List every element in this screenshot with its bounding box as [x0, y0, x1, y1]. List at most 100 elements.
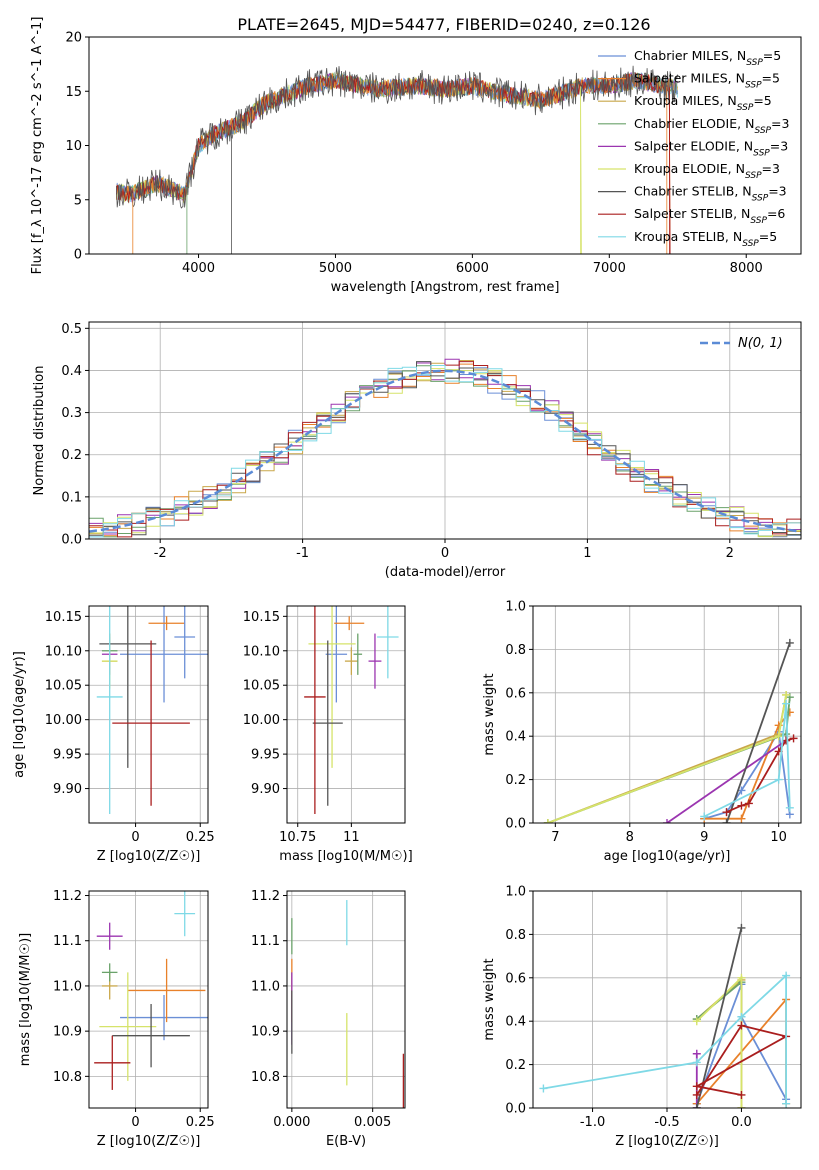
legend-entry: Kroupa ELODIE, NSSP=3 [634, 161, 780, 181]
mass-vs-metallicity-panel: 0 0.25 10.8 10.9 11.0 11.1 11.2 Z [log10(Z/Z☉)]… [18, 889, 215, 1149]
y-tick-label: 10.10 [45, 644, 82, 659]
y-axis-label: age [log10(age/yr)] [12, 651, 27, 778]
y-tick-label: 10.8 [53, 1070, 82, 1085]
y-tick-label: 9.95 [251, 748, 280, 763]
weight-line-3 [547, 697, 791, 823]
x-tick-label: 4000 [182, 261, 215, 276]
weight-marker [539, 1084, 548, 1093]
x-axis-label: age [log10(age/yr)] [604, 849, 731, 864]
weight-marker [737, 1021, 746, 1030]
weight-marker [782, 699, 791, 708]
x-axis-label: Z [log10(Z/Z☉)] [615, 1134, 719, 1149]
plot-area [89, 358, 801, 538]
spectrum-panel: 4000 5000 6000 7000 8000 0 5 10 15 20 wavelength [… [30, 17, 802, 295]
y-tick-label: 0.0 [505, 817, 526, 832]
x-tick-label: 9 [700, 830, 708, 845]
legend-entry: Kroupa STELIB, NSSP=5 [634, 229, 777, 249]
weight-marker [737, 814, 746, 823]
histogram-series-8 [89, 365, 801, 538]
weight-marker [692, 1104, 701, 1108]
weight-marker [782, 736, 791, 745]
y-tick-label: 9.90 [251, 782, 280, 797]
y-tick-label: 11.1 [53, 934, 82, 949]
x-tick-label: 0.005 [354, 1115, 391, 1130]
legend-nssp: =5 [762, 71, 780, 86]
y-tick-label: 11.1 [251, 934, 280, 949]
x-tick-label: -1 [296, 546, 309, 561]
figure-title: PLATE=2645, MJD=54477, FIBERID=0240, z=0… [237, 15, 650, 34]
grid [89, 322, 801, 540]
x-tick-label: 10.75 [279, 830, 316, 845]
legend-subscript: SSP [745, 81, 762, 91]
weight-marker [774, 775, 783, 784]
legend-subscript: SSP [754, 126, 771, 136]
y-tick-label: 0.4 [505, 1015, 526, 1030]
grid [287, 891, 405, 1108]
x-tick-label: 0.0 [731, 1115, 752, 1130]
normal-legend-label: N(0, 1) [738, 336, 783, 351]
legend-nssp: =3 [770, 138, 788, 153]
y-tick-label: 0.4 [61, 364, 82, 379]
plot-area [539, 923, 791, 1108]
legend-subscript: SSP [753, 148, 770, 158]
y-tick-label: 10.8 [251, 1070, 280, 1085]
y-tick-label: 0.8 [505, 643, 526, 658]
y-axis-label: Normed distribution [32, 366, 47, 496]
weight-marker [663, 819, 671, 823]
plot-area [304, 606, 399, 815]
y-tick-label: 0.4 [505, 730, 526, 745]
plot-area [96, 606, 208, 815]
y-tick-label: 10.10 [243, 644, 280, 659]
x-tick-label: 6000 [456, 261, 489, 276]
legend-entry: Salpeter ELODIE, NSSP=3 [634, 138, 788, 158]
y-tick-label: 0.8 [505, 928, 526, 943]
y-tick-label: 1.0 [505, 885, 526, 900]
plot-area [291, 900, 405, 1108]
grid [89, 606, 208, 823]
y-tick-label: 0.0 [505, 1102, 526, 1117]
y-tick-label: 10.00 [243, 713, 280, 728]
y-tick-label: 0.2 [505, 773, 526, 788]
weight-marker [722, 808, 731, 817]
grid [89, 891, 208, 1108]
weight-marker [782, 1099, 791, 1108]
weight-marker [744, 799, 753, 808]
x-tick-label: 0.25 [186, 830, 215, 845]
spectrum-line-1 [116, 73, 678, 254]
y-tick-label: 11.0 [53, 979, 82, 994]
y-tick-label: 1.0 [505, 600, 526, 615]
x-tick-label: 8 [626, 830, 634, 845]
legend-subscript: SSP [742, 239, 759, 249]
weight-marker [722, 819, 731, 823]
y-tick-label: 10.9 [53, 1025, 82, 1040]
weight-marker [692, 1017, 701, 1026]
y-tick-label: 10.05 [45, 679, 82, 694]
weight-vs-metallicity-panel: -1.0 -0.5 0.0 0.0 0.2 0.4 0.6 0.8 1.0 Z [log10(Z/… [482, 885, 802, 1149]
y-tick-label: 0.6 [505, 971, 526, 986]
legend-entry: Salpeter MILES, NSSP=5 [634, 71, 780, 91]
weight-marker [782, 971, 791, 980]
weight-marker [789, 734, 798, 743]
x-tick-label: 7000 [593, 261, 626, 276]
grid [533, 605, 801, 824]
y-tick-label: 11.2 [53, 889, 82, 904]
x-tick-label: 11 [343, 830, 360, 845]
y-tick-label: 0.2 [505, 1058, 526, 1073]
weight-marker [737, 923, 746, 932]
normal-curve [89, 369, 801, 533]
y-tick-label: 15 [65, 85, 82, 100]
y-tick-label: 9.95 [53, 748, 82, 763]
weight-marker [737, 1104, 746, 1108]
axes-frame [88, 890, 209, 1109]
y-axis-label: Flux [f_λ 10^-17 erg cm^-2 s^-1 A^-1] [30, 17, 45, 275]
x-tick-label: -2 [154, 546, 167, 561]
x-tick-label: 0.25 [186, 1115, 215, 1130]
legend-nssp: =3 [768, 184, 786, 199]
legend-subscript: SSP [752, 194, 769, 204]
spectrum-line-6 [116, 65, 678, 209]
x-tick-label: 2 [726, 546, 734, 561]
y-tick-label: 0.1 [61, 490, 82, 505]
x-axis-label: mass [log10(M/M☉)] [279, 849, 412, 864]
legend-subscript: SSP [750, 216, 767, 226]
